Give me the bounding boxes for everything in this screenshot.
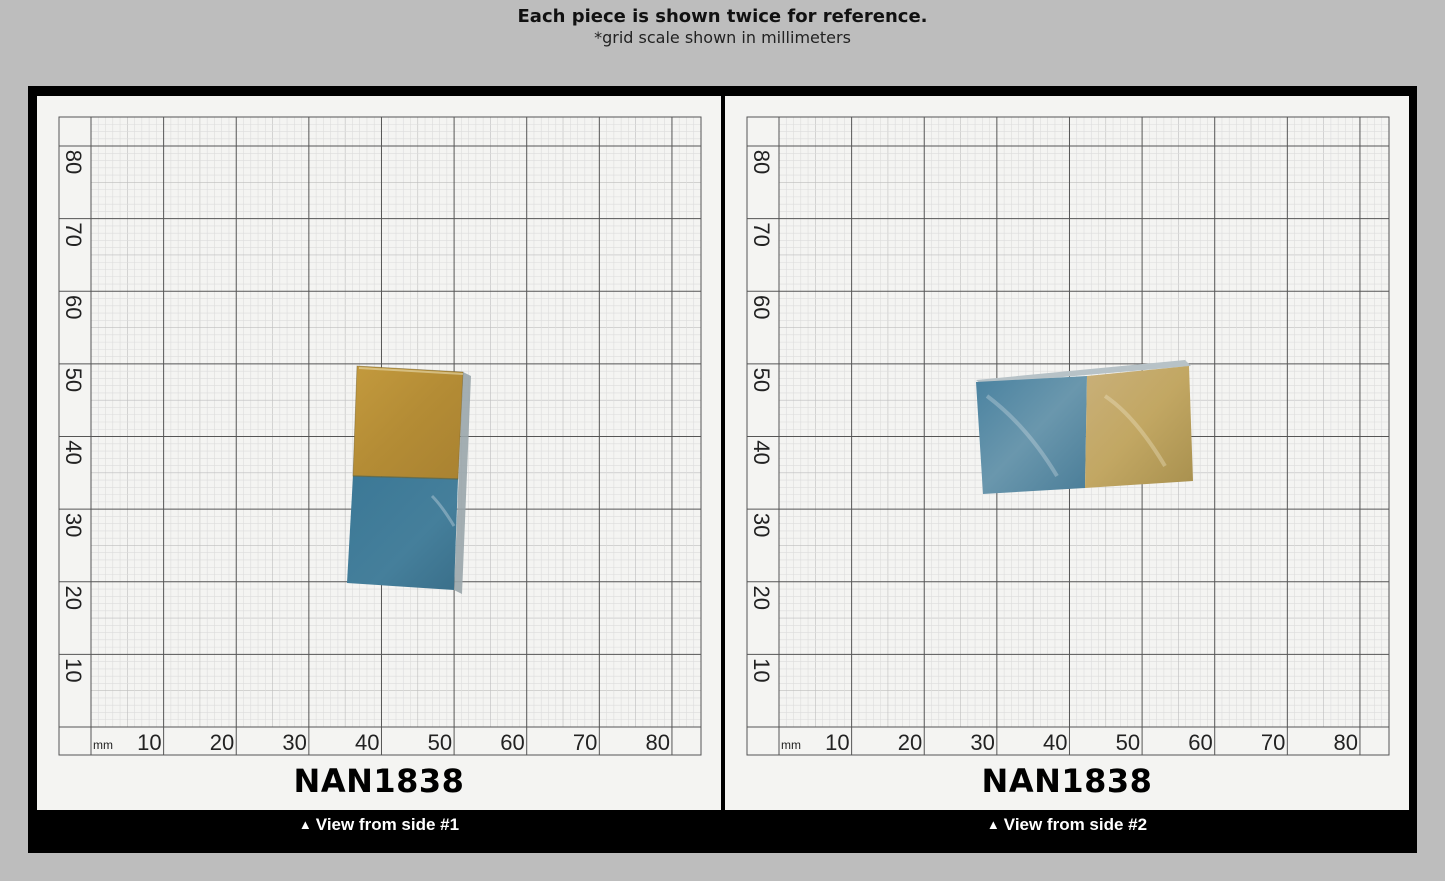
y-tick-50: 50 (749, 368, 774, 392)
x-tick-40: 40 (1043, 730, 1067, 755)
grid-paper: 80 70 60 50 40 30 20 10 mm 10 20 30 40 5… (58, 116, 702, 756)
grid-paper: 80 70 60 50 40 30 20 10 mm 10 20 30 40 5… (746, 116, 1390, 756)
glass-piece-side-1 (347, 365, 471, 594)
x-tick-50: 50 (428, 730, 452, 755)
x-axis-labels: mm 10 20 30 40 50 60 70 80 (93, 730, 670, 755)
y-tick-70: 70 (61, 222, 86, 246)
y-tick-60: 60 (61, 295, 86, 319)
major-grid-lines (746, 116, 1390, 756)
y-tick-40: 40 (61, 440, 86, 464)
x-tick-10: 10 (137, 730, 161, 755)
x-tick-60: 60 (500, 730, 524, 755)
y-tick-40: 40 (749, 440, 774, 464)
glass-piece-side-2 (976, 360, 1193, 494)
x-tick-40: 40 (355, 730, 379, 755)
x-axis-labels: mm 10 20 30 40 50 60 70 80 (781, 730, 1358, 755)
x-tick-10: 10 (825, 730, 849, 755)
y-tick-60: 60 (749, 295, 774, 319)
y-tick-20: 20 (61, 586, 86, 610)
x-tick-30: 30 (970, 730, 994, 755)
y-tick-10: 10 (749, 658, 774, 682)
photo-frame: 80 70 60 50 40 30 20 10 mm 10 20 30 40 5… (28, 86, 1417, 853)
x-tick-30: 30 (282, 730, 306, 755)
x-tick-70: 70 (573, 730, 597, 755)
y-tick-70: 70 (749, 222, 774, 246)
caption-side-2: ▲ View from side #2 (725, 814, 1409, 836)
y-tick-50: 50 (61, 368, 86, 392)
up-triangle-icon: ▲ (986, 817, 1000, 832)
view-panel-side-1: 80 70 60 50 40 30 20 10 mm 10 20 30 40 5… (37, 96, 721, 810)
y-tick-30: 30 (61, 513, 86, 537)
x-tick-20: 20 (898, 730, 922, 755)
y-tick-20: 20 (749, 586, 774, 610)
header: Each piece is shown twice for reference.… (0, 6, 1445, 48)
piece-id-label: NAN1838 (981, 762, 1153, 800)
caption-text: View from side #1 (315, 815, 460, 834)
caption-side-1: ▲ View from side #1 (37, 814, 721, 836)
y-axis-labels: 80 70 60 50 40 30 20 10 (61, 150, 86, 683)
page-subtitle: *grid scale shown in millimeters (594, 28, 851, 47)
x-tick-80: 80 (1333, 730, 1357, 755)
piece-id-label: NAN1838 (293, 762, 465, 800)
x-tick-20: 20 (210, 730, 234, 755)
x-tick-70: 70 (1261, 730, 1285, 755)
y-tick-30: 30 (749, 513, 774, 537)
view-panel-side-2: 80 70 60 50 40 30 20 10 mm 10 20 30 40 5… (725, 96, 1409, 810)
x-tick-80: 80 (645, 730, 669, 755)
page-title: Each piece is shown twice for reference. (517, 6, 928, 27)
y-axis-labels: 80 70 60 50 40 30 20 10 (749, 150, 774, 683)
y-tick-80: 80 (749, 150, 774, 174)
y-tick-80: 80 (61, 150, 86, 174)
major-grid-lines (58, 116, 702, 756)
unit-label: mm (93, 738, 113, 752)
y-tick-10: 10 (61, 658, 86, 682)
caption-text: View from side #2 (1003, 815, 1148, 834)
x-tick-50: 50 (1116, 730, 1140, 755)
x-tick-60: 60 (1188, 730, 1212, 755)
unit-label: mm (781, 738, 801, 752)
up-triangle-icon: ▲ (298, 817, 312, 832)
